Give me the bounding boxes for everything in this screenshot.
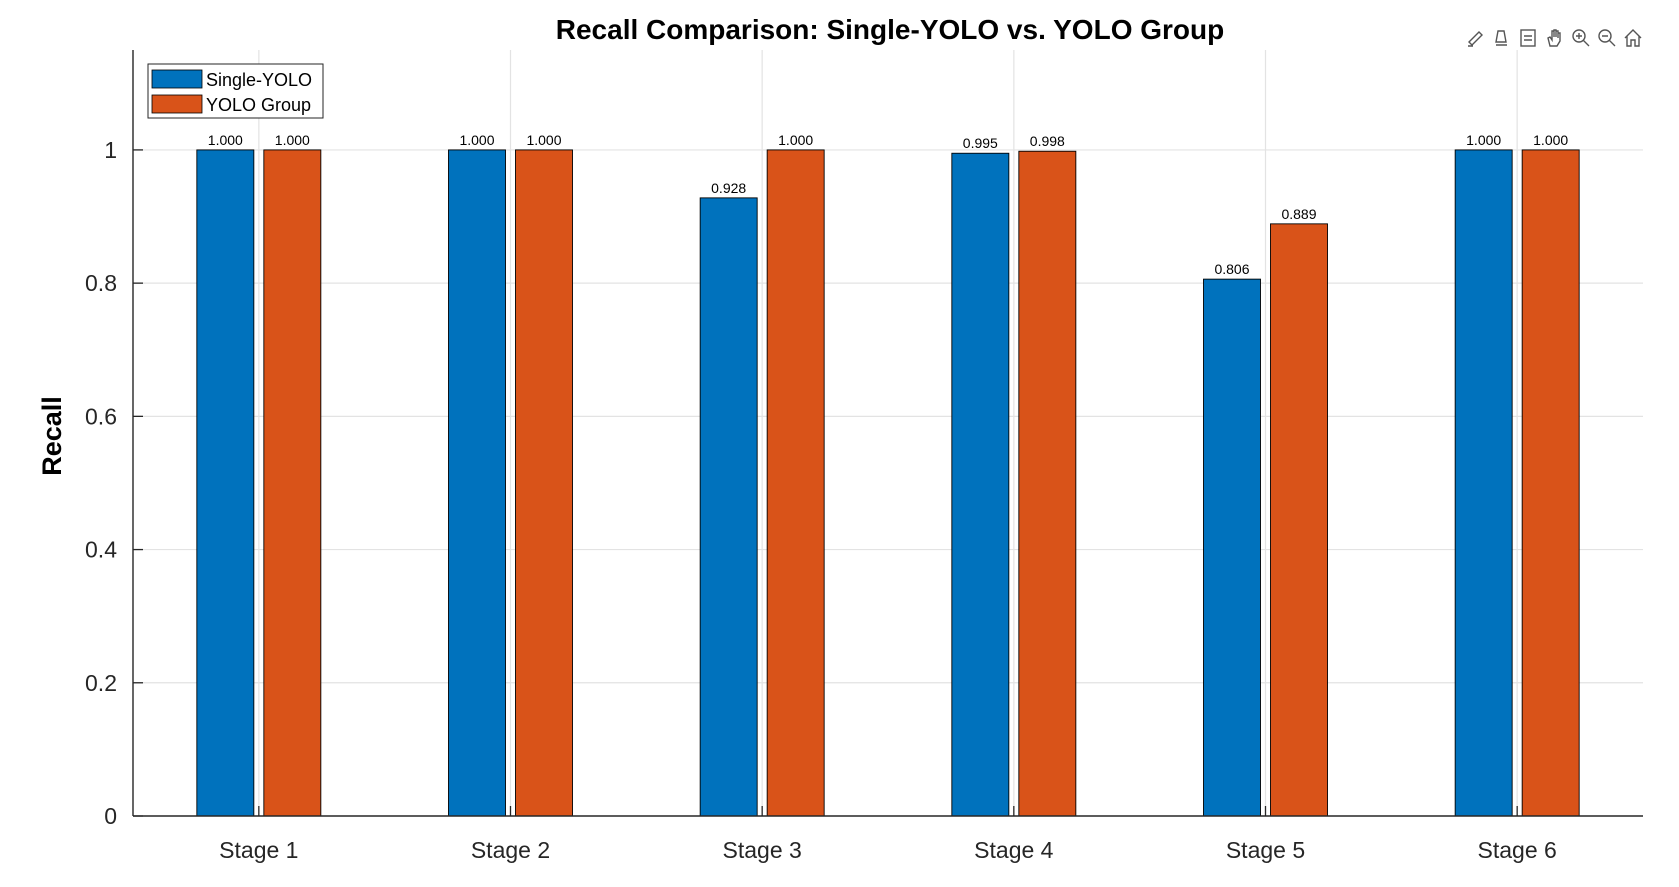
zoom-out-icon[interactable]: [1598, 29, 1616, 47]
bar-single-yolo-4: [951, 152, 1010, 817]
bars: [196, 149, 1580, 817]
y-tick-label: 1: [104, 137, 117, 163]
data-label: 1.000: [1466, 132, 1501, 148]
y-tick-label: 0.2: [85, 670, 117, 696]
data-label: 0.995: [963, 135, 998, 151]
y-tick-label: 0: [104, 803, 117, 829]
x-tick-label: Stage 3: [723, 837, 802, 863]
tick-labels: 0 0.2 0.4 0.6 0.8 1 Stage 1 Stage 2 Stage 3 Stage…: [85, 137, 1557, 863]
bar-yolo-group-6: [1521, 149, 1580, 817]
bar-yolo-group-3: [766, 149, 825, 817]
legend-swatch-single-yolo: [151, 69, 203, 89]
bar-single-yolo-2: [448, 149, 506, 817]
axes-toolbar: [1468, 29, 1642, 47]
x-tick-label: Stage 5: [1226, 837, 1305, 863]
data-label: 0.928: [711, 180, 746, 196]
x-tick-label: Stage 2: [471, 837, 550, 863]
bar-yolo-group-4: [1018, 150, 1077, 817]
data-label: 1.000: [778, 132, 813, 148]
data-label: 0.806: [1214, 261, 1249, 277]
bar-single-yolo-1: [196, 149, 255, 817]
bar-single-yolo-5: [1203, 278, 1261, 817]
bar-single-yolo-3: [699, 197, 758, 817]
grid-lines: [133, 50, 1643, 816]
data-label: 1.000: [208, 132, 243, 148]
data-label: 1.000: [459, 132, 494, 148]
x-tick-label: Stage 6: [1478, 837, 1557, 863]
y-axis-label: Recall: [37, 396, 67, 476]
legend-swatch-yolo-group: [151, 94, 203, 114]
data-label: 0.998: [1030, 133, 1065, 149]
data-label: 1.000: [275, 132, 310, 148]
x-tick-label: Stage 1: [219, 837, 298, 863]
bar-single-yolo-6: [1454, 149, 1513, 817]
legend-label-yolo-group: YOLO Group: [206, 95, 311, 115]
bar-yolo-group-1: [263, 149, 322, 817]
data-label: 1.000: [526, 132, 561, 148]
legend-icon[interactable]: [1520, 29, 1536, 47]
bar-yolo-group-2: [515, 149, 573, 817]
data-label: 0.889: [1281, 206, 1316, 222]
x-tick-label: Stage 4: [974, 837, 1053, 863]
y-tick-label: 0.8: [85, 270, 117, 296]
home-icon[interactable]: [1624, 29, 1642, 47]
axes: [132, 50, 1643, 817]
brush-icon[interactable]: [1468, 31, 1483, 47]
zoom-in-icon[interactable]: [1572, 29, 1590, 47]
legend-label-single-yolo: Single-YOLO: [206, 70, 312, 90]
bar-yolo-group-5: [1270, 223, 1328, 817]
chart-title: Recall Comparison: Single-YOLO vs. YOLO …: [556, 14, 1225, 45]
y-tick-label: 0.4: [85, 537, 117, 563]
legend[interactable]: Single-YOLO YOLO Group: [147, 63, 324, 119]
data-labels: 1.000 1.000 0.928 0.995 0.806 1.000 1.000 1.000…: [208, 132, 1569, 277]
data-tips-icon[interactable]: [1495, 30, 1507, 46]
data-label: 1.000: [1533, 132, 1568, 148]
pan-icon[interactable]: [1547, 29, 1561, 47]
y-tick-label: 0.6: [85, 403, 117, 429]
